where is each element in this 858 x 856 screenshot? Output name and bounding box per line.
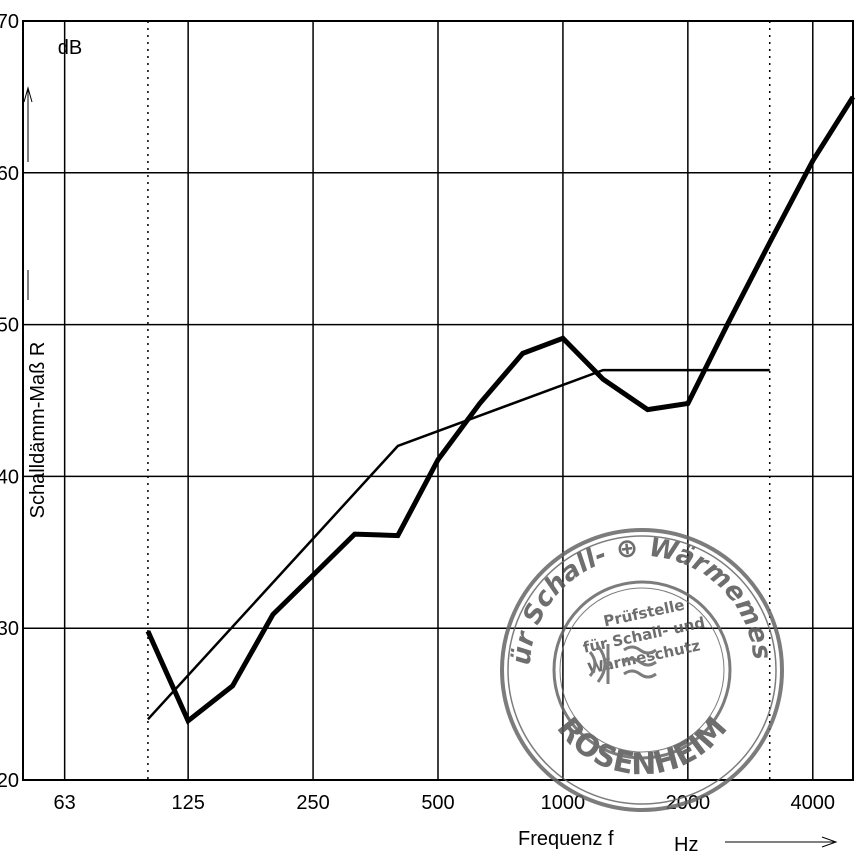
svg-text:LABOR für Schall- ⊕ Wärmemesst: LABOR für Schall- ⊕ Wärmemesstechnik (0, 0, 777, 666)
y-axis-unit: dB (58, 37, 82, 59)
x-axis-arrow (725, 836, 838, 848)
y-tick-label: 50 (0, 315, 19, 337)
series-reference-curve (146, 368, 770, 721)
x-tick-label: 1000 (541, 792, 586, 814)
y-axis-arrow (23, 86, 33, 300)
x-tick-labels: 63 125 250 500 1000 2000 4000 (54, 792, 836, 814)
stamp-city: ROSENHEIM (550, 710, 735, 782)
y-tick-label: 40 (0, 466, 19, 488)
series-measured-curve (145, 95, 856, 725)
x-tick-label: 63 (54, 792, 76, 814)
svg-text:ROSENHEIM: ROSENHEIM (550, 710, 735, 782)
stamp-outer-text: LABOR für Schall- ⊕ Wärmemesstechnik (0, 0, 777, 666)
x-tick-label: 250 (296, 792, 329, 814)
y-tick-label: 20 (0, 770, 19, 792)
y-tick-label: 70 (0, 11, 19, 33)
x-axis-label: Frequenz f (518, 828, 614, 850)
stamp-heat-icon (623, 645, 657, 679)
x-tick-label: 500 (421, 792, 454, 814)
x-tick-label: 125 (171, 792, 204, 814)
y-axis-label: Schalldämm-Maß R (27, 342, 49, 519)
stamp-sound-icon (588, 644, 610, 684)
x-tick-label: 4000 (791, 792, 836, 814)
y-tick-labels: 20 30 40 50 60 70 (0, 11, 19, 792)
x-axis-unit: Hz (674, 834, 698, 856)
y-tick-label: 60 (0, 163, 19, 185)
frequency-markers (147, 21, 771, 780)
y-tick-label: 30 (0, 618, 19, 640)
